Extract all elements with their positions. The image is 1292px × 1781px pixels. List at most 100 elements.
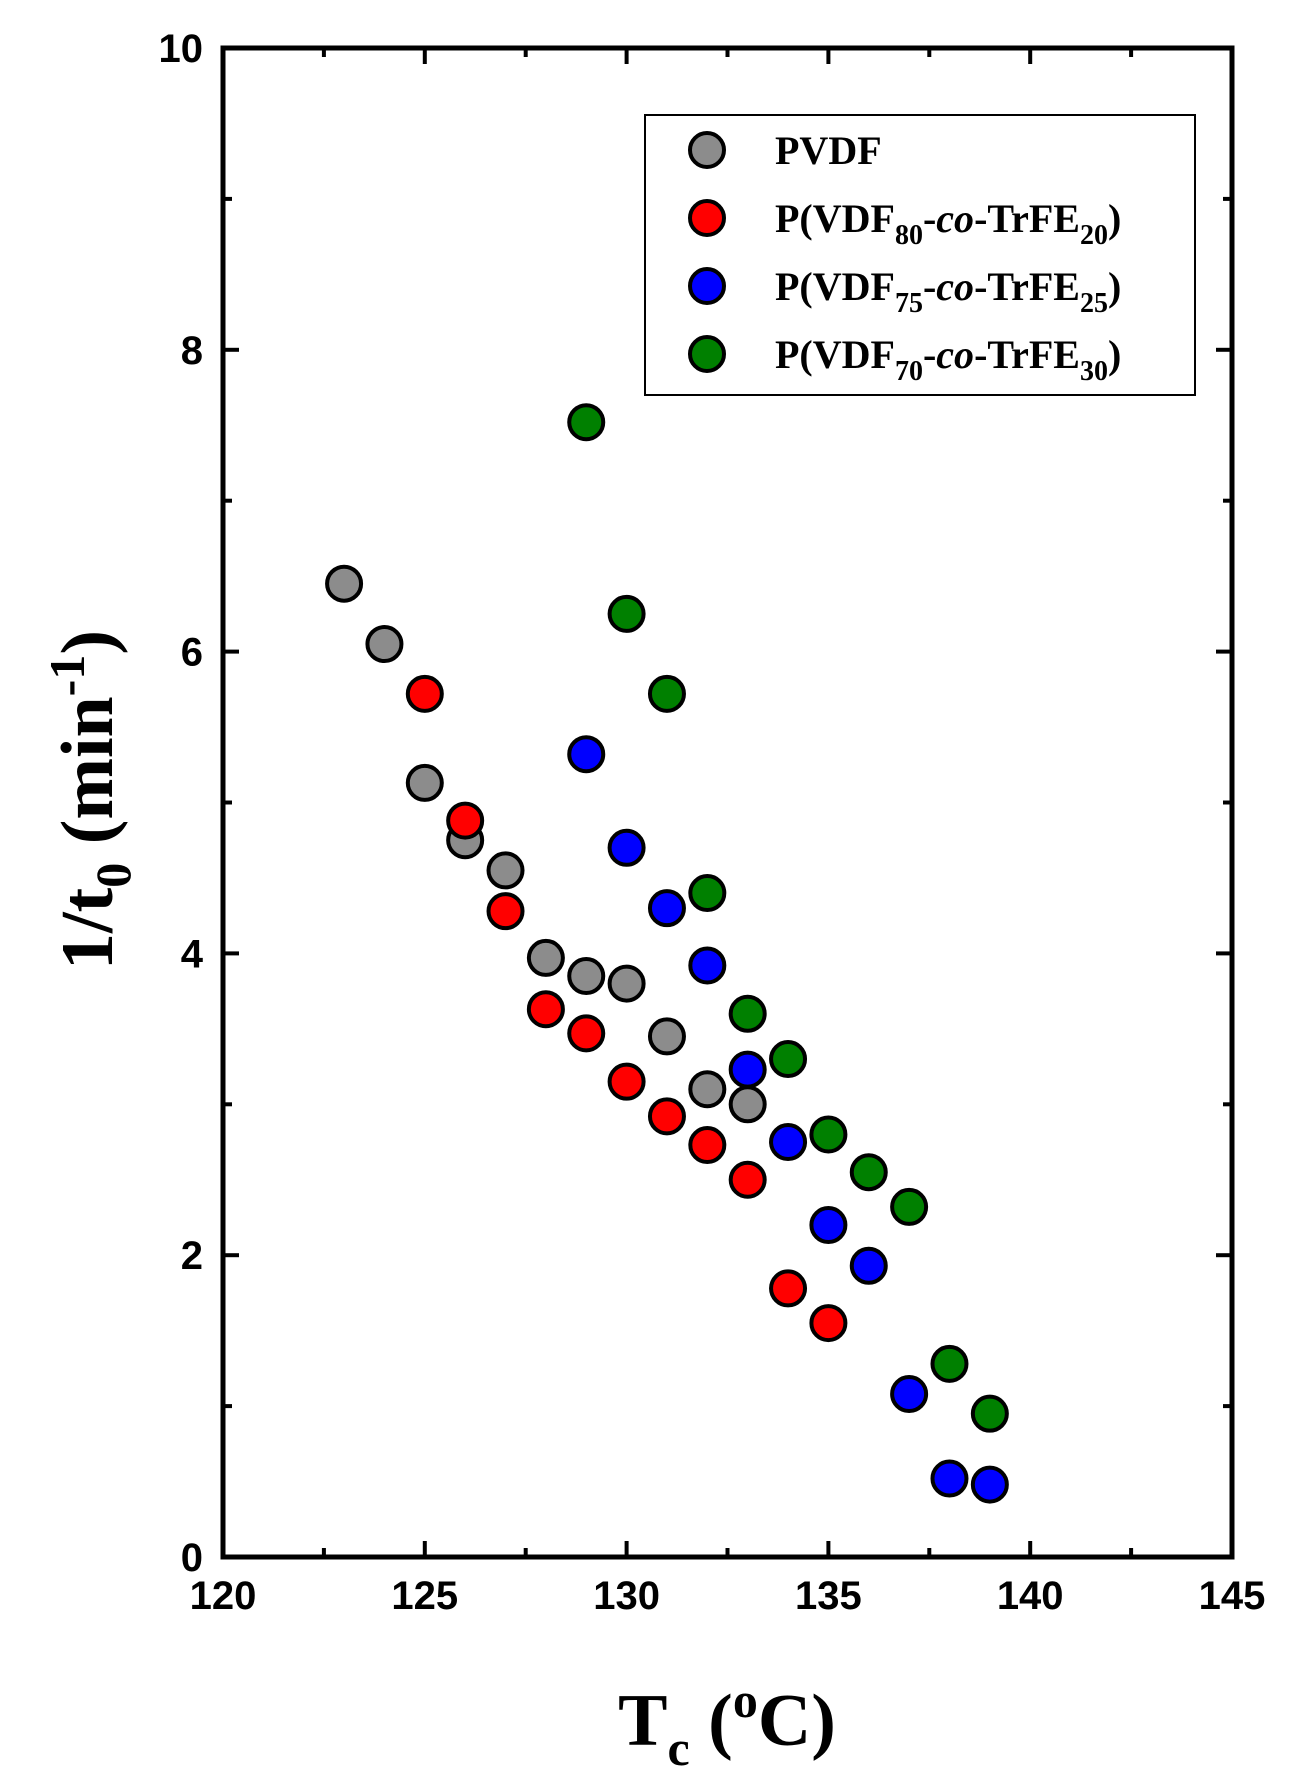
legend-label-part: P(VDF [775,196,895,241]
y-axis-title-main: 1/t [47,887,129,970]
legend-label: P(VDF70-co-TrFE30) [775,332,1121,387]
legend-label-part: P(VDF [775,264,895,309]
data-point [930,1344,969,1383]
series-3 [567,735,1009,1504]
data-point [647,674,686,713]
data-point [688,946,727,985]
data-point [486,851,525,890]
data-point [325,564,364,603]
data-point [405,763,444,802]
legend-label-part: ) [1108,264,1121,309]
x-tick-label: 130 [593,1574,660,1618]
x-tick-label: 120 [190,1574,257,1618]
data-point [890,1187,929,1226]
data-point [688,1126,727,1165]
x-axis-title-unit: C) [758,1680,836,1762]
y-tick-label: 2 [181,1234,203,1278]
legend-label-part: 70 [895,356,923,387]
data-point [446,801,485,840]
data-point [486,892,525,931]
data-point [970,1465,1009,1504]
legend-label-part: - [923,264,936,309]
legend-label-part: -TrFE [974,332,1080,377]
data-point [567,957,606,996]
data-point [647,1017,686,1056]
data-point [930,1459,969,1498]
series-1 [325,564,767,1124]
data-point [809,1304,848,1343]
x-tick-label: 145 [1199,1574,1266,1618]
data-point [809,1206,848,1245]
y-tick-label: 0 [181,1536,203,1580]
data-point [688,874,727,913]
legend-label-part: 80 [895,220,923,251]
legend-label: PVDF [775,128,882,173]
legend-marker [688,131,726,169]
legend-label-part: 30 [1080,356,1108,387]
y-axis-title-sub: 0 [85,863,141,888]
legend-label-part: -TrFE [974,196,1080,241]
data-point [890,1375,929,1414]
data-point [647,1097,686,1136]
legend-label-part: co [936,332,974,377]
legend-label-part: - [923,196,936,241]
data-point [607,964,646,1003]
series-4 [567,403,1009,1433]
x-axis-title-open: ( [690,1680,733,1762]
legend-label-part: P(VDF [775,332,895,377]
y-tick-label: 8 [181,329,203,373]
legend-label-part: ) [1108,196,1121,241]
data-point [647,889,686,928]
data-point [728,1085,767,1124]
data-point [728,1050,767,1089]
legend-label: P(VDF80-co-TrFE20) [775,196,1121,251]
legend-marker [688,267,726,305]
legend-label-text: PVDF [775,128,882,173]
data-point [769,1123,808,1162]
legend-label-part: 25 [1080,288,1108,319]
legend-marker [688,199,726,237]
y-tick-label: 10 [159,27,204,71]
y-axis-title-close: ) [47,630,129,655]
data-point [849,1153,888,1192]
series-2 [405,674,848,1343]
data-point [607,594,646,633]
x-tick-label: 135 [795,1574,862,1618]
data-point [567,735,606,774]
axis-ticks [221,46,1234,1559]
data-point [365,625,404,664]
data-point [809,1115,848,1154]
legend-marker [688,335,726,373]
data-point [526,938,565,977]
legend-box [644,114,1196,396]
data-point [970,1394,1009,1433]
data-point [567,1014,606,1053]
data-point [849,1246,888,1285]
y-tick-label: 4 [181,932,204,976]
data-point [607,828,646,867]
legend-label-part: 75 [895,288,923,319]
legend-label-part: - [923,332,936,377]
data-point [769,1269,808,1308]
data-point [728,1160,767,1199]
legend: PVDFP(VDF80-co-TrFE20)P(VDF75-co-TrFE25)… [688,128,1121,387]
y-axis-title-sup: -1 [39,655,95,697]
data-point [769,1040,808,1079]
x-tick-label: 125 [391,1574,458,1618]
legend-label-part: -TrFE [974,264,1080,309]
legend-label-part: 20 [1080,220,1108,251]
data-point [567,403,606,442]
legend-label: P(VDF75-co-TrFE25) [775,264,1121,319]
data-points [325,403,1009,1504]
y-tick-label: 6 [181,631,203,675]
x-axis-title: Tc (oC) [618,1672,836,1776]
y-axis-title: 1/t0 (min-1) [39,630,141,970]
legend-label-part: ) [1108,332,1121,377]
tick-labels: 120 125 130 135 140 145 0 2 4 6 8 10 [159,27,1266,1618]
data-point [526,990,565,1029]
x-tick-label: 140 [997,1574,1064,1618]
legend-label-part: co [936,264,974,309]
y-axis-title-unit: (min [47,696,129,863]
data-point [405,674,444,713]
